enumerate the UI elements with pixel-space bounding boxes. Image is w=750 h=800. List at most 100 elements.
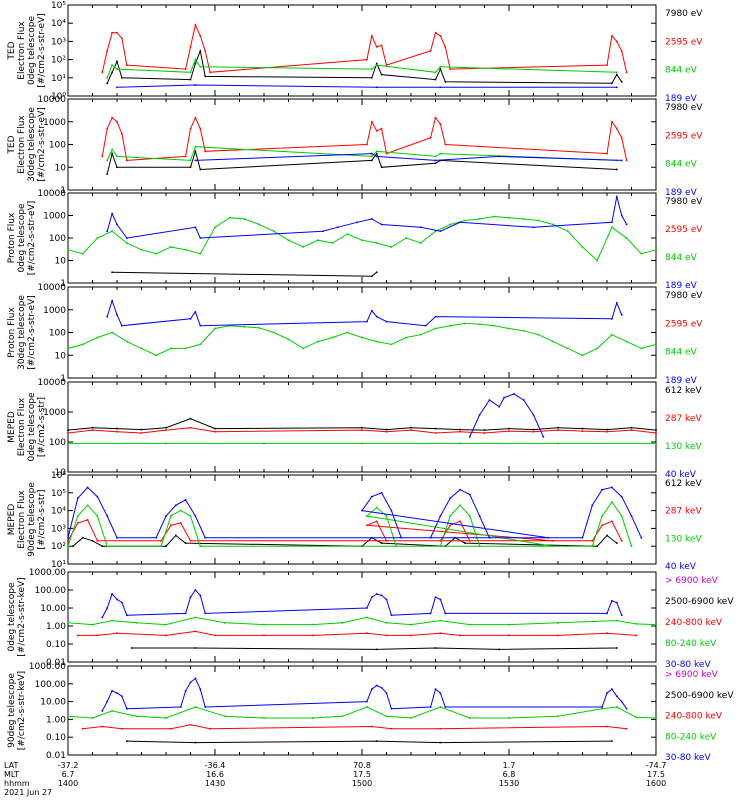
data-point <box>375 593 378 595</box>
y-tick-label: 10² <box>51 56 66 66</box>
data-point <box>429 50 432 52</box>
data-point <box>640 536 643 539</box>
data-point <box>189 46 192 48</box>
data-point <box>625 707 628 710</box>
data-point <box>312 717 314 719</box>
data-point <box>620 540 623 542</box>
legend-entry: 7980 eV <box>665 291 703 301</box>
data-point <box>390 246 393 248</box>
x-tick-lat: -74.7 <box>646 761 667 770</box>
data-point <box>655 429 657 431</box>
data-point <box>459 442 461 445</box>
data-point <box>385 430 388 433</box>
data-point <box>126 64 128 66</box>
series-line <box>67 322 657 356</box>
data-point <box>116 313 118 316</box>
y-axis-label: TED <box>7 41 17 60</box>
data-point <box>101 725 104 728</box>
data-point <box>356 221 358 224</box>
data-point <box>194 589 197 591</box>
data-point <box>111 116 113 119</box>
data-point <box>263 717 265 719</box>
data-point <box>616 706 618 708</box>
data-point <box>273 331 275 334</box>
data-point <box>67 432 69 434</box>
data-point <box>434 596 437 598</box>
y-tick-label: 100 <box>49 438 66 448</box>
data-point <box>165 442 167 445</box>
y-tick-label: 10 <box>55 351 67 361</box>
data-point <box>106 515 108 517</box>
data-point <box>361 239 363 241</box>
panel-frame <box>67 474 657 565</box>
data-point <box>635 623 638 625</box>
data-point <box>616 695 618 698</box>
data-point <box>111 230 113 233</box>
data-point <box>375 152 378 155</box>
data-point <box>380 73 383 76</box>
legend-entry: > 6900 keV <box>665 576 719 586</box>
data-point <box>444 143 447 146</box>
data-point <box>116 598 118 601</box>
data-point <box>116 60 118 63</box>
data-point <box>111 331 113 334</box>
data-point <box>375 684 378 687</box>
data-point <box>91 426 94 429</box>
data-point <box>302 347 304 350</box>
panel-6: 10¹ 10² 10³ 10⁴ 10⁵ 10⁶ MEPED Electron Flux 90de… <box>7 471 702 572</box>
legend-entry: 30-80 keV <box>665 660 711 670</box>
series-3 <box>116 84 618 89</box>
data-point <box>224 622 226 624</box>
data-point <box>86 504 89 507</box>
data-point <box>77 497 79 499</box>
series-4 <box>101 589 623 619</box>
data-point <box>616 168 618 171</box>
data-point <box>91 717 94 719</box>
legend-entry: 287 keV <box>665 507 702 517</box>
panel-frame <box>67 192 657 284</box>
data-point <box>214 226 216 229</box>
data-point <box>106 700 108 703</box>
data-point <box>361 509 363 512</box>
series-line <box>131 647 617 650</box>
data-point <box>67 429 69 431</box>
data-point <box>620 515 623 517</box>
data-point <box>101 545 104 547</box>
data-point <box>508 430 510 432</box>
x-tick-time: 1600 <box>646 779 666 788</box>
data-point <box>165 426 167 429</box>
x-tick-mlt: 17.5 <box>353 770 371 779</box>
data-point <box>616 127 618 130</box>
data-point <box>199 594 202 597</box>
data-point <box>424 324 427 327</box>
data-point <box>96 495 99 498</box>
data-point <box>199 324 202 327</box>
data-point <box>189 723 192 726</box>
data-point <box>611 486 613 489</box>
data-point <box>611 333 613 336</box>
y-tick-label: 1.00 <box>46 622 66 632</box>
data-point <box>116 430 118 433</box>
data-point <box>459 504 461 507</box>
data-point <box>346 331 349 334</box>
data-point <box>635 716 638 719</box>
data-point <box>228 324 231 327</box>
data-point <box>101 616 104 619</box>
data-point <box>601 524 603 527</box>
data-point <box>444 706 447 708</box>
data-point <box>439 545 442 547</box>
data-point <box>165 623 167 626</box>
data-point <box>106 607 108 609</box>
data-point <box>189 417 192 420</box>
data-point <box>449 515 451 517</box>
data-point <box>96 540 99 542</box>
data-point <box>287 338 290 341</box>
y-tick-label: 100 <box>49 141 66 151</box>
data-point <box>640 347 643 350</box>
data-point <box>620 214 623 217</box>
data-point <box>194 515 197 517</box>
y-axis-label: 0deg telescope <box>27 392 37 462</box>
data-point <box>155 536 157 539</box>
panel-frame <box>67 4 657 97</box>
y-tick-label: 10³ <box>51 37 66 47</box>
